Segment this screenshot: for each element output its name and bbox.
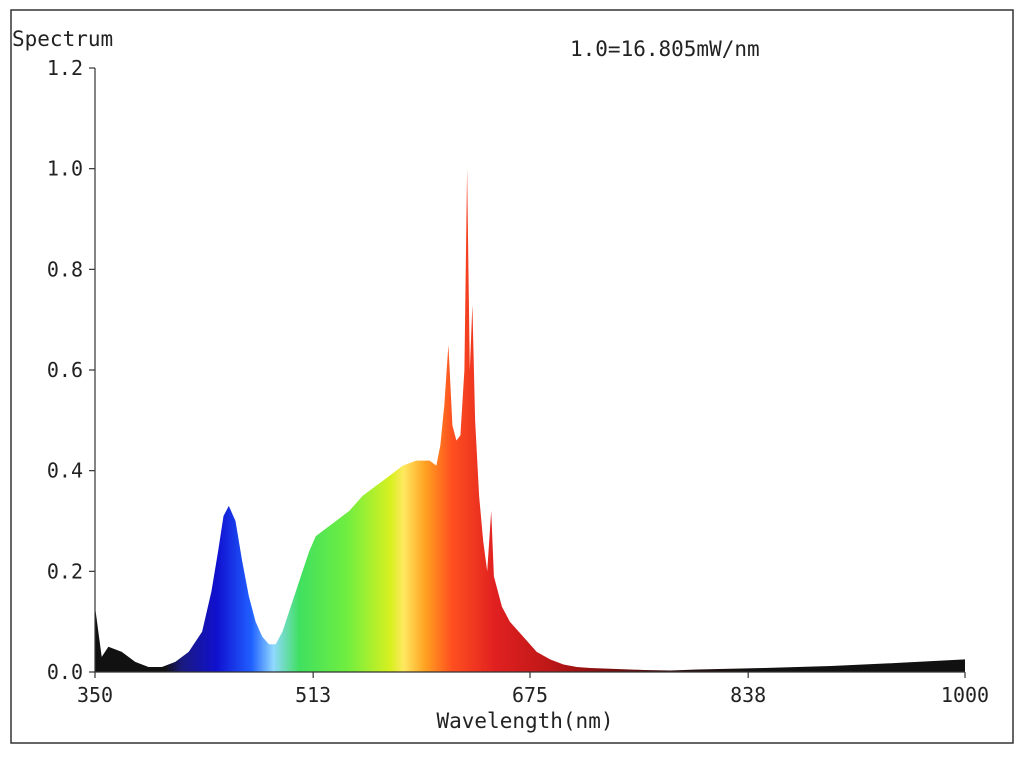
x-tick-label: 513 <box>295 683 331 707</box>
chart-border <box>10 9 1014 744</box>
x-ticks: 350 513 675 838 1000 <box>77 672 989 707</box>
y-ticks: 0.0 0.2 0.4 0.6 0.8 1.0 1.2 <box>47 56 95 684</box>
y-tick-label: 1.0 <box>47 157 83 181</box>
y-tick-label: 0.0 <box>47 660 83 684</box>
x-tick-label: 1000 <box>941 683 989 707</box>
y-tick-label: 0.8 <box>47 257 83 281</box>
y-tick-label: 0.6 <box>47 358 83 382</box>
x-tick-label: 675 <box>512 683 548 707</box>
y-axis-title: Spectrum <box>12 27 113 51</box>
spectrum-area <box>95 168 965 672</box>
x-tick-label: 350 <box>77 683 113 707</box>
y-tick-label: 1.2 <box>47 56 83 80</box>
y-tick-label: 0.2 <box>47 559 83 583</box>
scale-annotation: 1.0=16.805mW/nm <box>570 37 760 61</box>
x-tick-label: 838 <box>730 683 766 707</box>
y-tick-label: 0.4 <box>47 459 83 483</box>
x-axis-title: Wavelength(nm) <box>436 709 613 733</box>
